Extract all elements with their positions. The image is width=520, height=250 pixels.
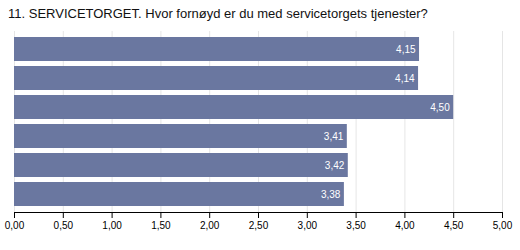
svg-text:3,00: 3,00 (298, 220, 318, 231)
svg-text:3,41: 3,41 (324, 131, 344, 142)
svg-text:3,38: 3,38 (321, 189, 341, 200)
svg-text:4,50: 4,50 (444, 220, 464, 231)
svg-text:3,42: 3,42 (325, 160, 345, 171)
svg-text:1,50: 1,50 (151, 220, 171, 231)
html-text:11. SERVICETORGET. Hvor fornøy: 11. SERVICETORGET. Hvor fornøyd er du me… (8, 6, 428, 21)
svg-text:0,00: 0,00 (5, 220, 25, 231)
svg-text:5,00: 5,00 (493, 220, 513, 231)
svg-text:4,50: 4,50 (430, 102, 450, 113)
svg-text:1,00: 1,00 (102, 220, 122, 231)
svg-text:0,50: 0,50 (54, 220, 74, 231)
svg-text:4,14: 4,14 (395, 73, 415, 84)
svg-text:3,50: 3,50 (346, 220, 366, 231)
svg-text:4,15: 4,15 (396, 44, 416, 55)
svg-text:2,00: 2,00 (200, 220, 220, 231)
svg-text:2,50: 2,50 (249, 220, 269, 231)
svg-text:4,00: 4,00 (395, 220, 415, 231)
